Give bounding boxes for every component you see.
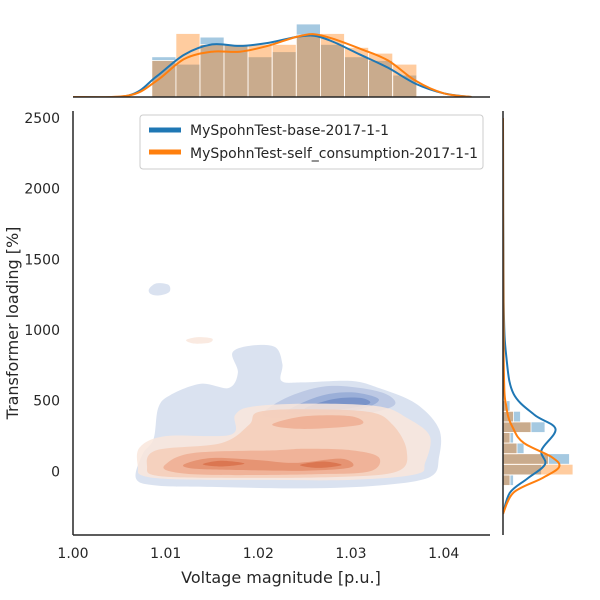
- y-tick-label: 500: [33, 394, 60, 410]
- top-hist-bar-base-5: [247, 56, 273, 97]
- legend-label-base: MySpohnTest-base-2017-1-1: [190, 123, 389, 139]
- x-tick-label: 1.01: [150, 546, 181, 562]
- y-tick-label: 1000: [24, 323, 60, 339]
- top-hist-bar-base-4: [223, 44, 249, 97]
- legend-label-self-consumption: MySpohnTest-self_consumption-2017-1-1: [190, 146, 478, 162]
- right-hist-bar-self-consumption-5: [503, 432, 511, 444]
- x-tick-labels: 1.00 1.01 1.02 1.03 1.04: [57, 546, 459, 562]
- x-tick-label: 1.04: [428, 546, 459, 562]
- kde-contour-self-consumption-level-5-region-2: [299, 461, 342, 468]
- y-tick-label: 2000: [24, 182, 60, 198]
- y-tick-label: 2500: [24, 111, 60, 127]
- kde-contour-self-consumption-level-1-region-2: [186, 337, 213, 344]
- y-tick-label: 0: [51, 464, 60, 480]
- right-hist-bar-self-consumption-6: [503, 421, 532, 433]
- right-marginal-distribution: [503, 118, 574, 515]
- main-kde-contours: [135, 283, 442, 489]
- top-hist-bar-self-consumption-9: [344, 47, 370, 97]
- top-hist-bar-self-consumption-1: [151, 60, 177, 97]
- top-hist-bar-self-consumption-4: [223, 44, 249, 97]
- x-tick-label: 1.03: [335, 546, 366, 562]
- top-hist-bar-self-consumption-11: [392, 63, 418, 97]
- right-hist-bar-self-consumption-2: [503, 463, 574, 476]
- top-hist-bar-base-6: [271, 51, 297, 97]
- top-kde-line-self-consumption: [73, 33, 472, 97]
- top-hist-bar-self-consumption-7: [295, 34, 321, 97]
- kde-contour-self-consumption-level-3-region-2: [272, 415, 364, 429]
- top-marginal-distribution: [73, 23, 472, 97]
- kde-contour-base-level-1-region-2: [148, 283, 171, 296]
- top-hist-bar-self-consumption-5: [247, 44, 273, 97]
- legend-box: [139, 114, 484, 170]
- top-hist-bar-base-8: [319, 44, 345, 97]
- top-hist-bar-self-consumption-2: [175, 33, 201, 97]
- top-hist-bar-self-consumption-8: [319, 33, 345, 97]
- kde-contour-self-consumption-level-5-region-1: [202, 460, 245, 467]
- right-hist-bar-self-consumption-4: [503, 442, 518, 455]
- x-tick-label: 1.00: [57, 546, 88, 562]
- top-hist-bar-base-9: [344, 56, 370, 97]
- x-tick-label: 1.02: [243, 546, 274, 562]
- x-axis-label: Voltage magnitude [p.u.]: [181, 568, 381, 587]
- y-axis-label: Transformer loading [%]: [3, 227, 22, 421]
- top-hist-bar-self-consumption-6: [271, 44, 297, 97]
- right-hist-bar-self-consumption-1: [503, 474, 511, 486]
- right-hist-bar-self-consumption-3: [503, 453, 549, 465]
- y-tick-label: 1500: [24, 252, 60, 268]
- legend: MySpohnTest-base-2017-1-1 MySpohnTest-se…: [139, 114, 484, 170]
- y-tick-labels: 0 500 1000 1500 2000 2500: [24, 111, 60, 480]
